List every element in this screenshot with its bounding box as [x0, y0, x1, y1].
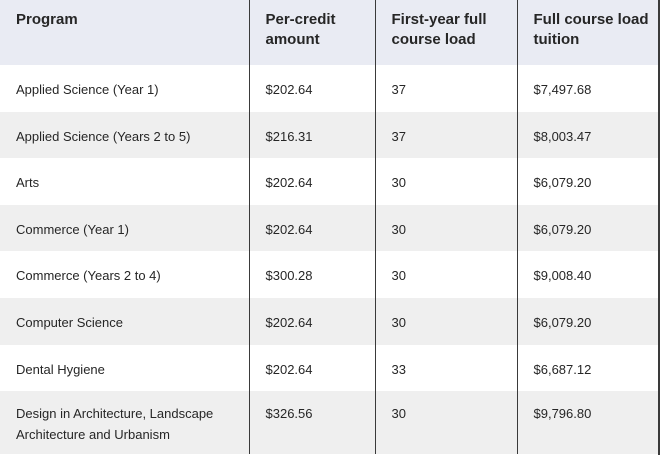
table-row: Dental Hygiene $202.64 33 $6,687.12	[0, 344, 658, 392]
cell-first-year-course-load: 37	[375, 111, 518, 159]
table-row: Applied Science (Year 1) $202.64 37 $7,4…	[0, 65, 658, 112]
cell-program: Commerce (Years 2 to 4)	[0, 251, 250, 298]
cell-program: Applied Science (Years 2 to 5)	[0, 111, 250, 159]
cell-program: Applied Science (Year 1)	[0, 65, 250, 112]
cell-per-credit-amount: $202.64	[249, 204, 376, 252]
cell-program: Dental Hygiene	[0, 344, 250, 392]
cell-full-course-load-tuition: $6,687.12	[533, 361, 592, 377]
cell-full-course-load-tuition: $9,796.80	[533, 406, 592, 422]
table-header: Program Per-credit amount First-year ful…	[0, 0, 658, 65]
cell-program: Design in Architecture, Landscape Archit…	[0, 391, 250, 455]
cell-per-credit-amount: $202.64	[249, 297, 376, 345]
header-first-year-course-load: First-year full course load	[375, 0, 518, 65]
cell-first-year-course-load: 30	[375, 391, 518, 455]
table-row: Arts $202.64 30 $6,079.20	[0, 158, 658, 205]
cell-per-credit-amount: $300.28	[249, 251, 376, 298]
cell-per-credit-amount: $202.64	[249, 344, 376, 392]
cell-per-credit-amount: $216.31	[249, 111, 376, 159]
cell-first-year-course-load: 30	[375, 297, 518, 345]
cell-full-course-load-tuition: $6,079.20	[533, 175, 592, 191]
cell-per-credit-amount: $326.56	[249, 391, 376, 455]
cell-first-year-course-load: 37	[375, 65, 518, 112]
cell-program: Computer Science	[0, 297, 250, 345]
cell-full-course-load-tuition: $6,079.20	[533, 221, 592, 237]
cell-program: Commerce (Year 1)	[0, 204, 250, 252]
cell-first-year-course-load: 33	[375, 344, 518, 392]
cell-per-credit-amount: $202.64	[249, 158, 376, 205]
cell-per-credit-amount: $202.64	[249, 65, 376, 112]
table-body: Applied Science (Year 1) $202.64 37 $7,4…	[0, 65, 658, 455]
table-row: Commerce (Year 1) $202.64 30 $6,079.20	[0, 204, 658, 252]
cell-full-course-load-tuition: $6,079.20	[533, 314, 592, 330]
cell-full-course-load-tuition: $8,003.47	[533, 128, 592, 144]
cell-full-course-load-tuition: $9,008.40	[533, 268, 592, 284]
header-row: Program Per-credit amount First-year ful…	[0, 0, 658, 65]
table-right-border	[658, 0, 660, 455]
table-row: Design in Architecture, Landscape Archit…	[0, 391, 658, 455]
table-row: Commerce (Years 2 to 4) $300.28 30 $9,00…	[0, 251, 658, 298]
cell-first-year-course-load: 30	[375, 251, 518, 298]
table-row: Applied Science (Years 2 to 5) $216.31 3…	[0, 111, 658, 159]
header-full-course-load-tuition: Full course load tuition	[533, 11, 649, 48]
table-row: Computer Science $202.64 30 $6,079.20	[0, 297, 658, 345]
header-program: Program	[0, 0, 250, 65]
cell-first-year-course-load: 30	[375, 158, 518, 205]
header-per-credit-amount: Per-credit amount	[249, 0, 376, 65]
cell-program: Arts	[0, 158, 250, 205]
cell-first-year-course-load: 30	[375, 204, 518, 252]
cell-full-course-load-tuition: $7,497.68	[533, 82, 592, 97]
